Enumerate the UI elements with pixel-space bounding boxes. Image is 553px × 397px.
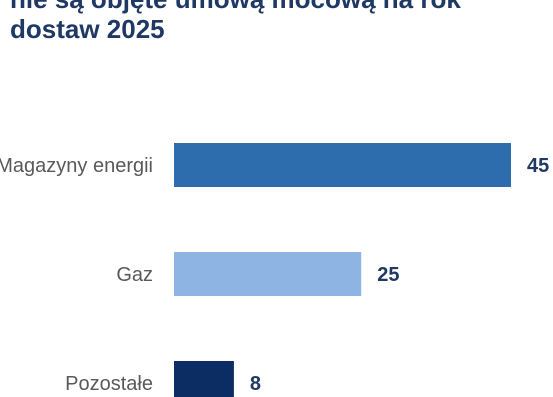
value-label-1: 45 [527, 155, 549, 177]
value-label-2: 25 [377, 264, 399, 286]
category-label-3: Pozostałe [65, 373, 153, 395]
chart-title: nie są objęte umową mocową na rok dostaw… [10, 0, 550, 44]
chart-title-line-2: dostaw 2025 [10, 14, 165, 44]
bar-2 [174, 252, 362, 296]
bar-1 [174, 143, 511, 187]
category-label-2: Gaz [116, 264, 153, 286]
chart-title-line-1: nie są objęte umową mocową na rok [10, 0, 550, 14]
value-label-3: 8 [250, 373, 261, 395]
category-label-1: Magazyny energii [0, 155, 153, 177]
bar-3 [174, 361, 234, 397]
